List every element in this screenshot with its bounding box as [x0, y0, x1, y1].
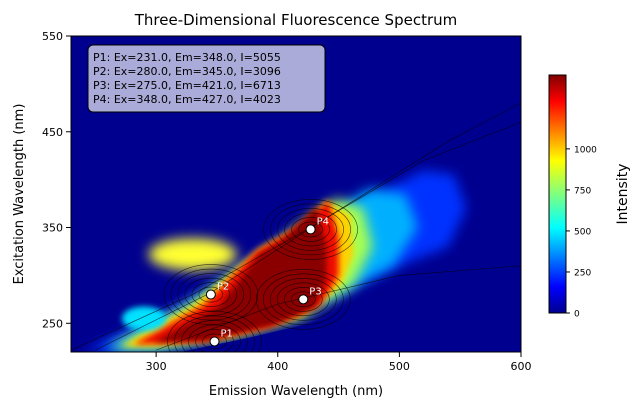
- contour-ring-2-6: [255, 269, 351, 330]
- contour-ring-3-4: [277, 208, 344, 251]
- contour-ring-0-4: [181, 320, 248, 352]
- peak-marker-p1: [209, 336, 220, 347]
- colorbar-tick-label: 750: [574, 186, 591, 196]
- contour-ring-3-5: [270, 203, 351, 256]
- contour-ring-2-1: [290, 291, 316, 308]
- contour-line-2: [155, 265, 521, 351]
- contour-ring-0-3: [188, 324, 241, 352]
- contour-ring-0-1: [202, 333, 227, 350]
- contour-ring-1-1: [198, 286, 224, 303]
- contour-ring-1-4: [177, 273, 245, 316]
- y-tick-label: 250: [42, 317, 63, 330]
- peak-info-line: P1: Ex=231.0, Em=348.0, I=5055: [93, 51, 281, 64]
- heatmap-highlight: [148, 238, 237, 271]
- x-axis-ticks: 300 400 500 600: [146, 352, 532, 373]
- y-tick-label: 550: [42, 30, 63, 43]
- contour-ring-3-1: [298, 221, 323, 238]
- contour-ring-2-4: [269, 278, 337, 321]
- heatmap-region-5: [153, 206, 327, 343]
- contour-line-0: [71, 121, 521, 351]
- peak-info-box: P1: Ex=231.0, Em=348.0, I=5055 P2: Ex=28…: [87, 44, 326, 113]
- y-tick-label: 450: [42, 126, 63, 139]
- x-tick-label: 400: [267, 360, 288, 373]
- peak-label-p3: P3: [309, 286, 321, 297]
- peak-marker-p4: [305, 224, 316, 235]
- contour-ring-1-5: [170, 268, 252, 321]
- contour-ring-1-3: [184, 277, 238, 312]
- x-tick-label: 600: [511, 360, 532, 373]
- peak-info-line: P3: Ex=275.0, Em=421.0, I=6713: [93, 79, 281, 92]
- contour-lines: [71, 102, 521, 352]
- peak-marker-p3: [298, 294, 309, 305]
- contour-ring-1-6: [163, 264, 259, 325]
- colorbar-tick-label: 500: [574, 227, 591, 237]
- colorbar-tick-label: 0: [574, 310, 580, 320]
- colorbar: 0 250 500 750 1000 Intensity: [548, 74, 631, 320]
- x-tick-label: 300: [146, 360, 167, 373]
- colorbar-tick-label: 250: [574, 268, 591, 278]
- chart-title: Three-Dimensional Fluorescence Spectrum: [134, 11, 458, 29]
- peak-info-background: [87, 44, 326, 113]
- contour-ring-2-3: [276, 282, 330, 317]
- y-axis-ticks: 250 350 450 550: [42, 30, 71, 330]
- peak-markers: P1 P2 P3 P4: [205, 216, 329, 347]
- contour-ring-3-3: [284, 212, 337, 247]
- contour-line-1: [95, 102, 521, 351]
- peak-marker-p2: [205, 289, 216, 300]
- contour-ring-2-5: [262, 273, 344, 326]
- x-tick-label: 500: [389, 360, 410, 373]
- no-data-region: [180, 261, 521, 352]
- colorbar-label: Intensity: [615, 164, 631, 225]
- heatmap-highlight: [121, 306, 166, 331]
- peak-info-line: P2: Ex=280.0, Em=345.0, I=3096: [93, 65, 281, 78]
- y-axis-label: Excitation Wavelength (nm): [12, 104, 27, 285]
- y-tick-label: 350: [42, 222, 63, 235]
- contour-ring-3-2: [291, 217, 330, 242]
- x-axis-label: Emission Wavelength (nm): [209, 384, 383, 399]
- peak-info-line: P4: Ex=348.0, Em=427.0, I=4023: [93, 93, 281, 106]
- colorbar-gradient: [548, 74, 567, 314]
- peak-label-p2: P2: [217, 282, 229, 293]
- colorbar-ticks: 0 250 500 750 1000: [566, 145, 597, 320]
- plot-frame: [70, 35, 522, 353]
- peak-label-p1: P1: [221, 328, 233, 339]
- contour-ring-2-2: [283, 287, 323, 312]
- contour-ring-0-5: [174, 315, 255, 352]
- contour-ring-3-6: [263, 199, 358, 260]
- contour-ring-0-6: [167, 311, 262, 352]
- colorbar-tick-label: 1000: [574, 145, 597, 155]
- peak-label-p4: P4: [317, 216, 329, 227]
- contour-ring-0-2: [195, 329, 234, 352]
